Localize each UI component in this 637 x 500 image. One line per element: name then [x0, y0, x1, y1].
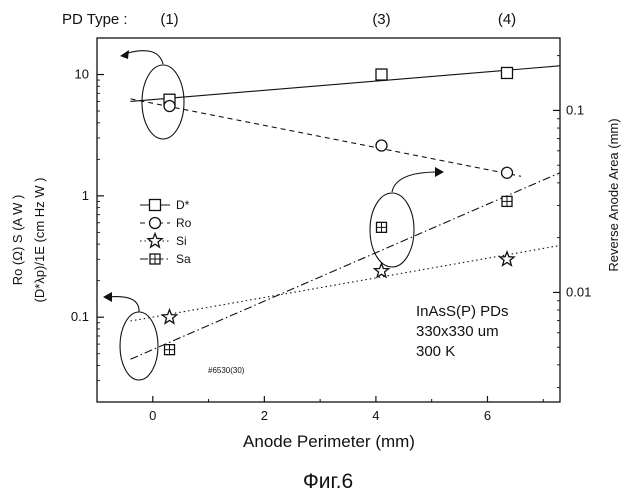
y-axis-left: 0.1 1 10 — [71, 38, 104, 402]
fit-line-d — [130, 66, 560, 102]
x-tick-label: 2 — [261, 408, 268, 423]
annotation-line-1: InAsS(P) PDs — [416, 303, 509, 320]
y-left-tick-label: 1 — [82, 188, 89, 203]
pd-type-1: (1) — [160, 11, 178, 28]
pd-type-2: (3) — [372, 11, 390, 28]
pd-type-label: PD Type : — [62, 11, 128, 28]
y-axis-left-label-line1: Ro (Ω) S (A W ) — [10, 195, 25, 286]
arrow-to-right-axis — [392, 172, 438, 192]
marker-ro-3 — [502, 167, 513, 178]
legend-marker-si — [148, 234, 162, 248]
marker-ro-1 — [164, 101, 175, 112]
ellipse-type1-bottom — [120, 312, 158, 380]
annotation-line-2: 330x330 um — [416, 323, 499, 340]
legend-label: Sa — [176, 252, 191, 266]
marker-d-2 — [376, 69, 387, 80]
x-tick-label: 6 — [484, 408, 491, 423]
arrow-to-left-axis-bottom — [108, 297, 139, 312]
marker-si-1 — [162, 310, 176, 324]
ellipse-annotations — [108, 51, 438, 380]
arrow-to-left-axis-top — [124, 51, 163, 64]
marker-sa-3 — [502, 196, 512, 206]
y-right-tick-label: 0.01 — [566, 284, 591, 299]
pd-type-3: (4) — [498, 11, 516, 28]
legend-marker-sa — [150, 254, 160, 264]
x-tick-label: 4 — [372, 408, 379, 423]
y-axis-right: 0.01 0.1 — [553, 56, 591, 388]
arrowhead-right — [435, 167, 444, 177]
x-axis-label: Anode Perimeter (mm) — [243, 432, 415, 451]
fit-line-ro — [130, 99, 520, 176]
x-tick-label: 0 — [149, 408, 156, 423]
arrowhead-top — [120, 50, 129, 59]
legend-marker-d — [150, 200, 161, 211]
marker-sa-2 — [376, 222, 386, 232]
y-left-tick-label: 0.1 — [71, 309, 89, 324]
pd-type-labels: (1) (3) (4) — [160, 11, 516, 28]
legend: D* Ro Si Sa — [140, 198, 192, 266]
y-left-tick-label: 10 — [75, 67, 89, 82]
y-axis-left-label-line2: (D*λp)/1E (cm Hz W ) — [32, 178, 47, 303]
legend-marker-ro — [150, 218, 161, 229]
x-axis: 0 2 4 6 — [97, 396, 543, 423]
sample-id: #6530(30) — [208, 366, 245, 375]
arrowhead-bottom — [103, 292, 112, 302]
figure-caption: Фиг.6 — [303, 470, 353, 493]
y-right-tick-label: 0.1 — [566, 102, 584, 117]
legend-label: Ro — [176, 216, 192, 230]
annotation-line-3: 300 K — [416, 343, 455, 360]
legend-label: D* — [176, 198, 190, 212]
marker-d-3 — [502, 67, 513, 78]
marker-sa-1 — [165, 345, 175, 355]
marker-ro-2 — [376, 140, 387, 151]
y-axis-right-label: Reverse Anode Area (mm) — [606, 118, 621, 271]
legend-label: Si — [176, 234, 187, 248]
